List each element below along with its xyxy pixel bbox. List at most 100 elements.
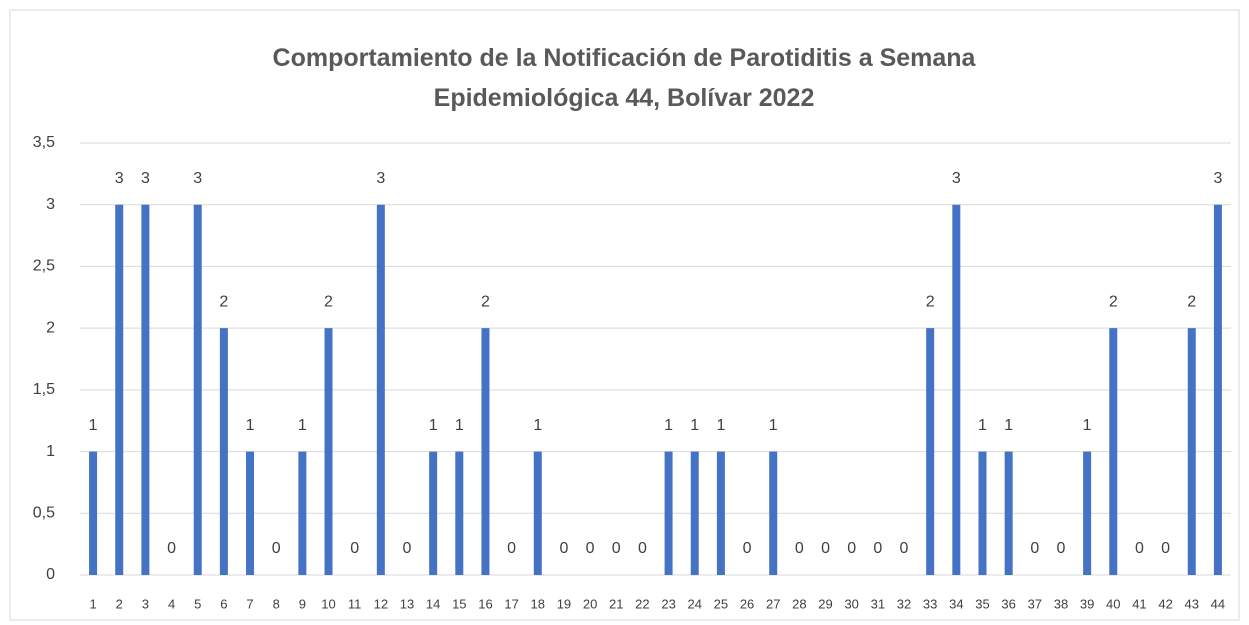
- bar: [376, 204, 385, 575]
- x-tick-label: 23: [661, 596, 675, 611]
- data-label: 1: [664, 417, 673, 434]
- y-tick-label: 2,5: [33, 258, 55, 275]
- x-tick-label: 17: [504, 596, 518, 611]
- bar: [141, 204, 150, 575]
- bar: [716, 451, 725, 575]
- bar: [89, 451, 98, 575]
- data-label: 0: [167, 540, 176, 557]
- data-label: 1: [690, 417, 699, 434]
- x-tick-label: 22: [635, 596, 649, 611]
- bar: [664, 451, 673, 575]
- data-label: 1: [1004, 417, 1013, 434]
- data-label: 2: [1187, 293, 1196, 310]
- x-tick-label: 14: [426, 596, 440, 611]
- x-tick-label: 26: [740, 596, 754, 611]
- data-label: 1: [89, 417, 98, 434]
- chart-border: [9, 9, 1240, 621]
- data-label: 0: [586, 540, 595, 557]
- x-tick-label: 8: [273, 596, 280, 611]
- data-label: 1: [455, 417, 464, 434]
- data-label: 2: [481, 293, 490, 310]
- bar: [298, 451, 307, 575]
- x-tick-label: 35: [975, 596, 989, 611]
- y-tick-label: 1: [46, 443, 55, 460]
- x-tick-label: 44: [1211, 596, 1225, 611]
- x-tick-label: 1: [89, 596, 96, 611]
- data-label: 0: [1161, 540, 1170, 557]
- x-tick-label: 3: [142, 596, 149, 611]
- bar: [978, 451, 987, 575]
- bar: [952, 204, 961, 575]
- x-tick-label: 25: [714, 596, 728, 611]
- data-label: 3: [952, 170, 961, 187]
- x-tick-label: 11: [348, 596, 362, 611]
- x-tick-label: 10: [321, 596, 335, 611]
- data-label: 0: [795, 540, 804, 557]
- x-tick-label: 19: [557, 596, 571, 611]
- x-tick-label: 2: [116, 596, 123, 611]
- y-tick-label: 2: [46, 319, 55, 336]
- bar: [1187, 328, 1196, 575]
- x-tick-label: 27: [766, 596, 780, 611]
- data-label: 2: [324, 293, 333, 310]
- y-tick-label: 0,5: [33, 505, 55, 522]
- x-tick-label: 41: [1132, 596, 1146, 611]
- bar: [246, 451, 255, 575]
- bar: [219, 328, 228, 575]
- bar: [1083, 451, 1092, 575]
- data-label: 0: [821, 540, 830, 557]
- data-label: 3: [141, 170, 150, 187]
- x-tick-label: 28: [792, 596, 806, 611]
- bar: [1004, 451, 1013, 575]
- bar: [115, 204, 124, 575]
- x-tick-label: 7: [246, 596, 253, 611]
- data-label: 1: [1083, 417, 1092, 434]
- y-tick-label: 3,5: [33, 134, 55, 151]
- x-tick-label: 42: [1158, 596, 1172, 611]
- x-tick-label: 36: [1001, 596, 1015, 611]
- data-label: 1: [978, 417, 987, 434]
- y-tick-label: 3: [46, 196, 55, 213]
- data-label: 0: [350, 540, 359, 557]
- y-tick-label: 0: [46, 566, 55, 583]
- bar: [926, 328, 935, 575]
- data-label: 0: [507, 540, 516, 557]
- x-tick-label: 29: [818, 596, 832, 611]
- x-tick-label: 20: [583, 596, 597, 611]
- data-label: 1: [298, 417, 307, 434]
- data-label: 0: [1135, 540, 1144, 557]
- data-label: 0: [1030, 540, 1039, 557]
- data-label: 0: [612, 540, 621, 557]
- bar: [769, 451, 778, 575]
- data-label: 3: [376, 170, 385, 187]
- data-label: 1: [769, 417, 778, 434]
- x-tick-label: 38: [1054, 596, 1068, 611]
- x-tick-label: 31: [871, 596, 885, 611]
- x-tick-label: 4: [168, 596, 175, 611]
- data-label: 1: [533, 417, 542, 434]
- x-tick-label: 40: [1106, 596, 1120, 611]
- data-label: 2: [926, 293, 935, 310]
- bar: [481, 328, 490, 575]
- x-tick-label: 39: [1080, 596, 1094, 611]
- x-tick-label: 15: [452, 596, 466, 611]
- data-label: 0: [403, 540, 412, 557]
- data-label: 1: [716, 417, 725, 434]
- data-label: 2: [1109, 293, 1118, 310]
- x-tick-label: 16: [478, 596, 492, 611]
- bar: [324, 328, 333, 575]
- bar: [1109, 328, 1118, 575]
- data-label: 3: [115, 170, 124, 187]
- x-tick-label: 43: [1185, 596, 1199, 611]
- x-tick-label: 12: [374, 596, 388, 611]
- x-tick-label: 21: [609, 596, 623, 611]
- x-tick-label: 5: [194, 596, 201, 611]
- data-label: 0: [847, 540, 856, 557]
- bar: [1213, 204, 1222, 575]
- data-label: 0: [900, 540, 909, 557]
- x-tick-label: 6: [220, 596, 227, 611]
- bar: [193, 204, 202, 575]
- data-label: 1: [429, 417, 438, 434]
